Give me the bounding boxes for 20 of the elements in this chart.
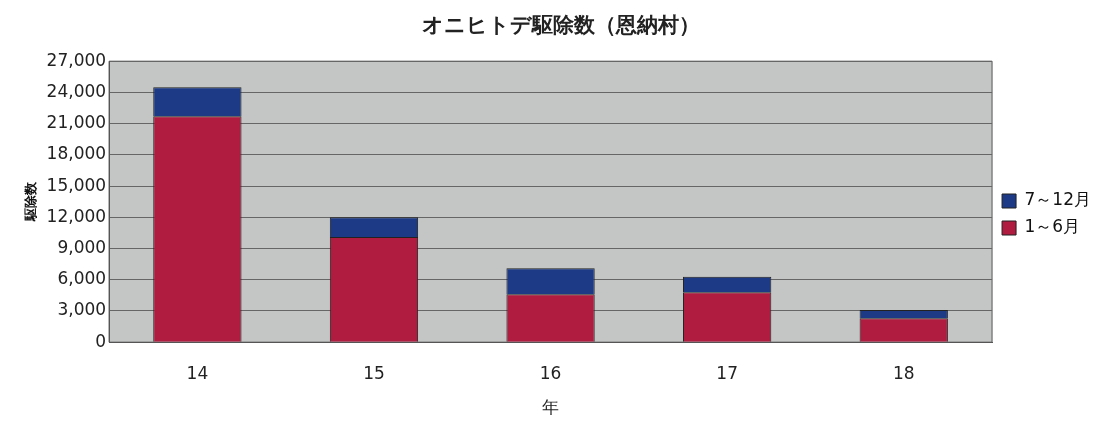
legend-label: 1～6月: [1024, 216, 1081, 237]
x-axis-title: 年: [542, 397, 560, 418]
x-tick-label: 17: [716, 362, 738, 383]
legend-label: 7～12月: [1024, 189, 1092, 210]
y-axis-title: 駆除数: [23, 181, 39, 223]
y-tick-label: 12,000: [46, 205, 107, 226]
y-tick-label: 15,000: [46, 174, 107, 195]
y-tick-label: 24,000: [46, 80, 107, 101]
y-tick-label: 27,000: [46, 49, 107, 70]
y-tick-label: 21,000: [46, 112, 107, 133]
y-tick-label: 18,000: [46, 143, 107, 164]
y-tick-label: 0: [95, 330, 107, 351]
x-tick-label: 18: [892, 362, 915, 383]
chart-title: オニヒトデ駆除数（恩納村）: [421, 13, 700, 38]
x-tick-label: 15: [363, 362, 385, 383]
x-tick-label: 16: [539, 362, 562, 383]
y-tick-label: 9,000: [57, 236, 107, 257]
x-tick-label: 14: [186, 362, 209, 383]
y-tick-label: 6,000: [57, 268, 107, 289]
y-tick-label: 3,000: [57, 299, 107, 320]
